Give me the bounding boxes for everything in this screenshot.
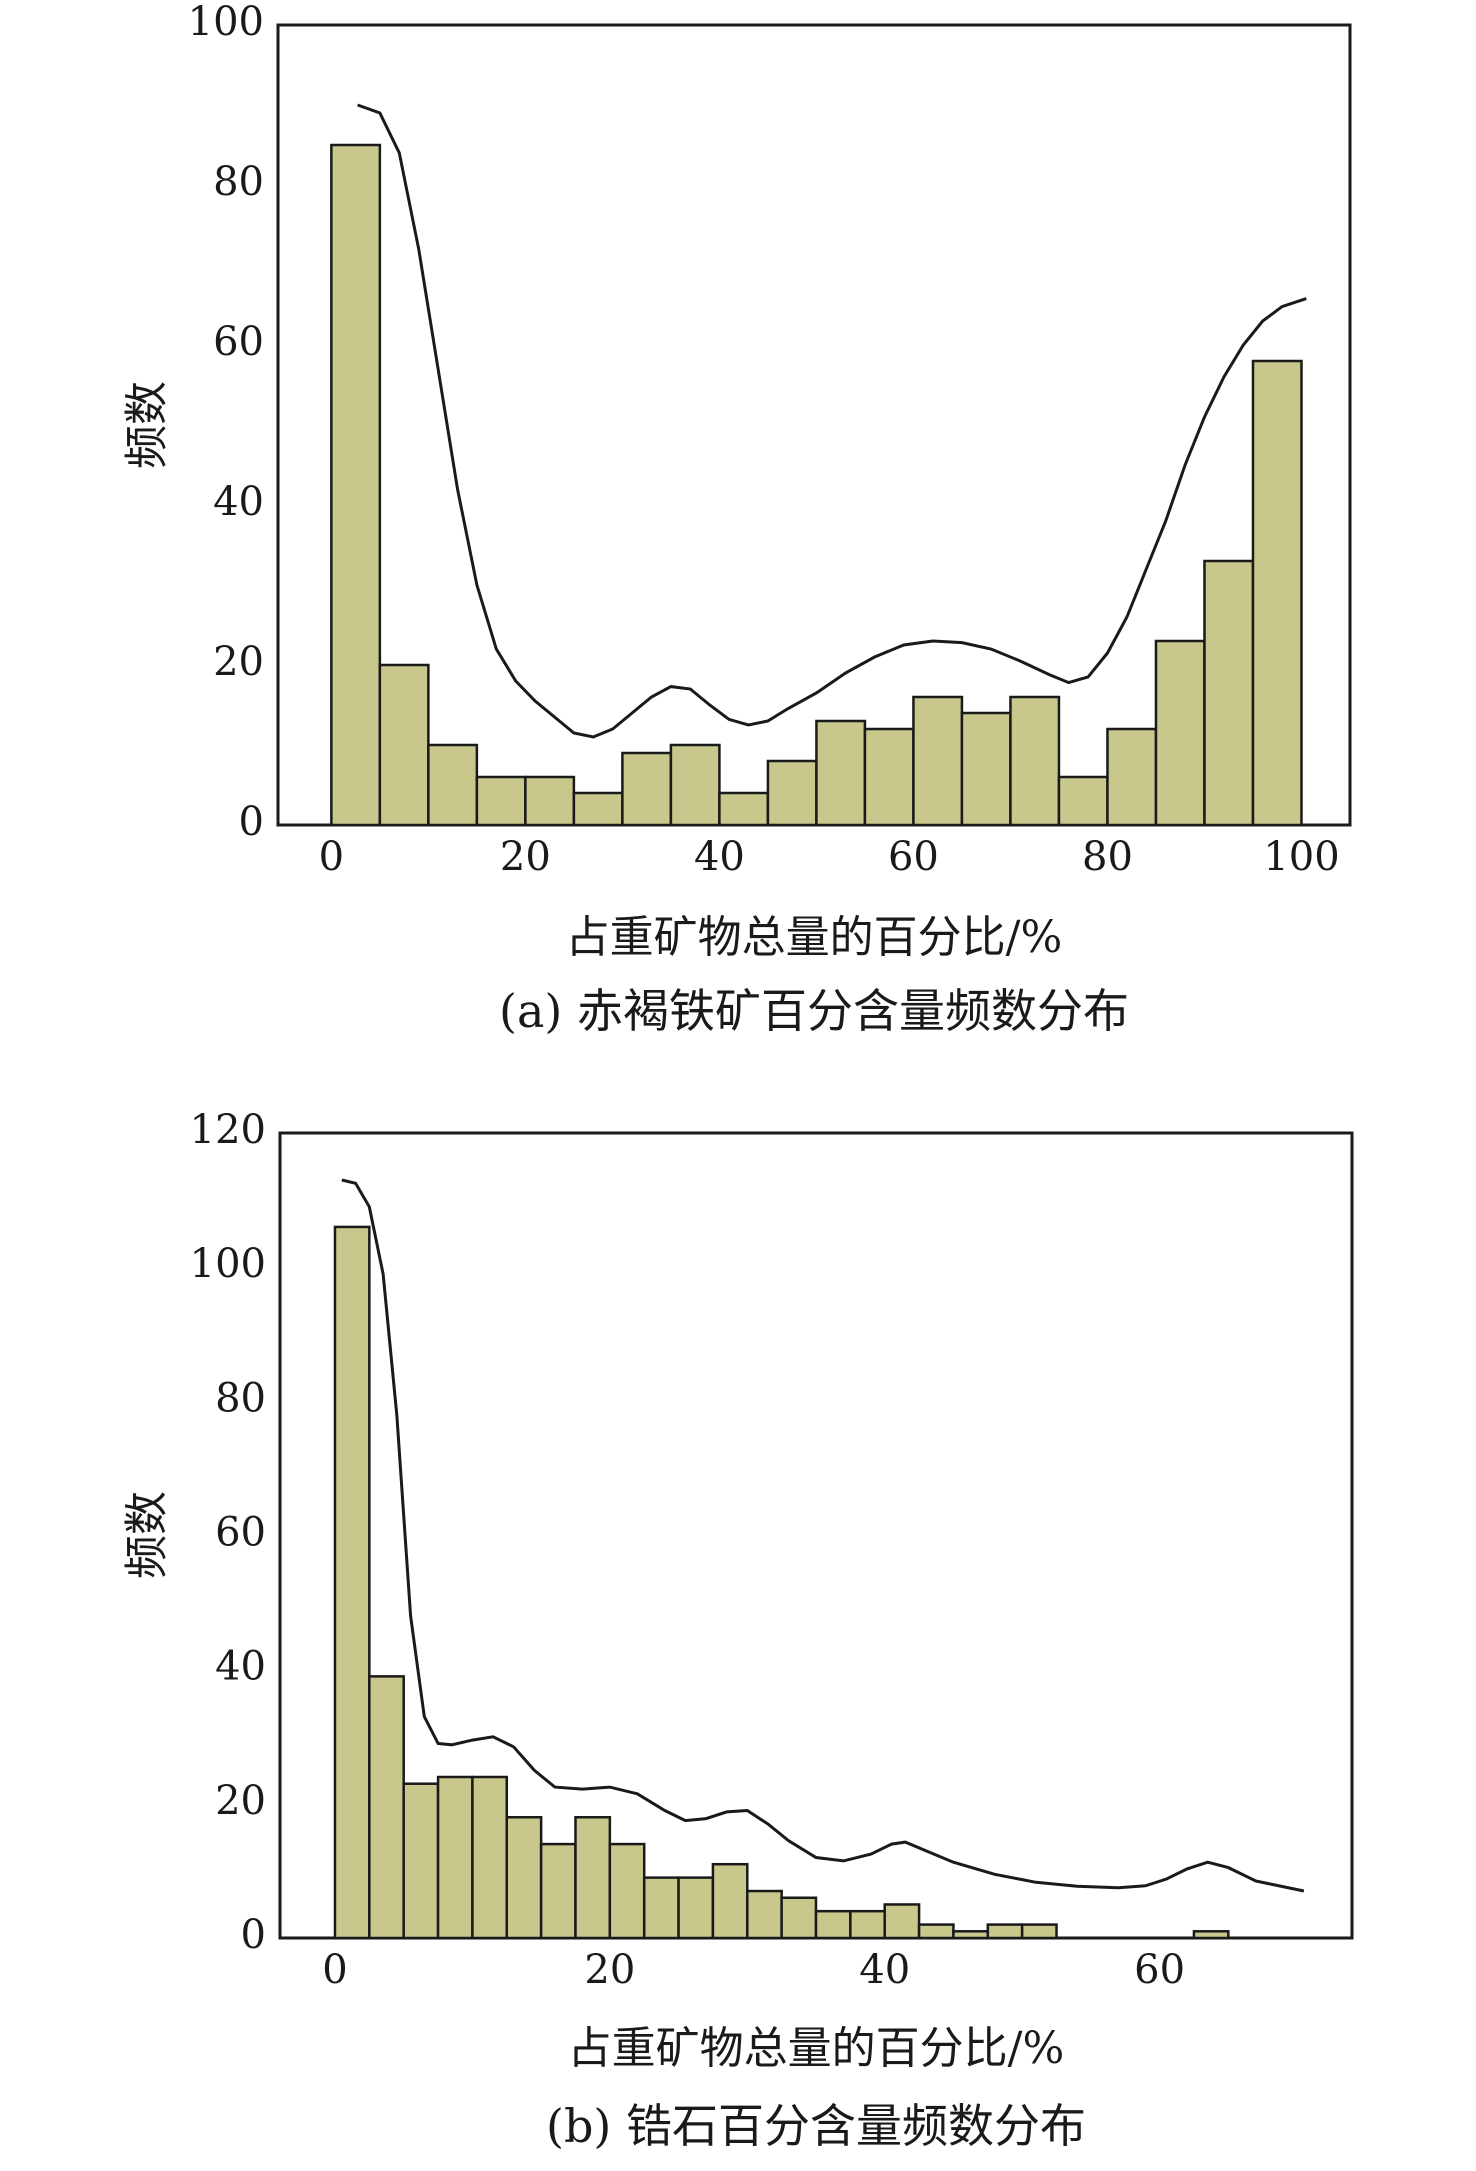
y-axis-label: 频数	[122, 1491, 173, 1579]
panel-caption: (b) 锆石百分含量频数分布	[546, 2099, 1086, 2153]
histogram-bar-10	[815, 719, 867, 827]
x-axis-ticks: 0 20 40 60 80 100	[319, 834, 1340, 880]
x-tick-label: 60	[888, 834, 939, 880]
histogram-bar-11	[863, 727, 915, 827]
histogram-bar-8	[718, 791, 770, 827]
histogram-bar-18	[952, 1930, 990, 1940]
histogram-bar-14	[814, 1909, 852, 1940]
x-tick-label: 100	[1263, 834, 1339, 880]
y-axis-label: 频数	[122, 381, 173, 469]
histogram-bar-1	[368, 1675, 405, 1940]
histogram-bar-15	[1057, 775, 1109, 827]
y-tick-label: 60	[213, 319, 264, 365]
histogram-bar-13	[780, 1896, 818, 1940]
histogram-bar-19	[1251, 359, 1303, 827]
histogram-bar-14	[1009, 695, 1061, 827]
histogram-bar-2	[402, 1782, 440, 1940]
histogram-bar-9	[642, 1876, 680, 1940]
histogram-bar-1	[378, 663, 430, 827]
histogram-bar-4	[524, 775, 576, 827]
histogram-bar-8	[608, 1842, 646, 1940]
y-tick-label: 40	[215, 1644, 266, 1690]
histogram-bar-16	[1106, 727, 1158, 827]
panel-hematite: 0 20 40 60 80 100 0 20 40 60 80 100 频数 占重矿物总量的百分比/…	[122, 0, 1352, 1038]
y-tick-label: 60	[215, 1510, 266, 1556]
x-tick-label: 20	[500, 834, 551, 880]
histogram-bar-21	[1192, 1930, 1230, 1940]
histogram-bar-11	[711, 1862, 749, 1940]
y-tick-label: 100	[190, 1241, 266, 1287]
y-tick-label: 80	[213, 159, 264, 205]
x-tick-label: 60	[1134, 1947, 1185, 1993]
histogram-bar-5	[572, 791, 624, 827]
histogram-bar-0	[333, 1225, 371, 1940]
density-curve	[357, 103, 1307, 739]
histogram-bar-19	[986, 1923, 1024, 1940]
x-tick-label: 40	[694, 834, 745, 880]
x-tick-label: 0	[322, 1947, 347, 1993]
density-curve	[341, 1178, 1305, 1893]
histogram-bar-5	[505, 1816, 543, 1940]
histogram-bar-10	[677, 1876, 715, 1940]
histogram-bar-18	[1203, 559, 1255, 827]
x-tick-label: 20	[584, 1947, 635, 1993]
x-axis-label: 占重矿物总量的百分比/%	[566, 912, 1063, 963]
y-tick-label: 100	[188, 0, 264, 45]
histogram-bars	[330, 143, 1303, 827]
y-tick-label: 80	[215, 1375, 266, 1421]
x-tick-label: 0	[319, 834, 344, 880]
panel-caption: (a) 赤褐铁矿百分含量频数分布	[499, 984, 1129, 1038]
x-tick-label: 80	[1082, 834, 1133, 880]
histogram-bar-12	[746, 1889, 783, 1940]
histogram-bar-15	[849, 1909, 886, 1940]
histogram-bar-13	[960, 711, 1012, 827]
histogram-bar-17	[917, 1923, 955, 1940]
histogram-bar-2	[427, 743, 479, 827]
histogram-bar-7	[669, 743, 721, 827]
y-axis-ticks: 0 20 40 60 80 100 120	[190, 1107, 266, 1958]
histogram-bar-7	[574, 1816, 612, 1940]
histogram-bar-0	[330, 143, 382, 827]
histogram-bar-6	[539, 1842, 577, 1940]
y-tick-label: 20	[215, 1778, 266, 1824]
y-tick-label: 40	[213, 479, 264, 525]
histogram-bar-20	[1020, 1923, 1058, 1940]
histogram-bar-12	[912, 695, 964, 827]
x-axis-label: 占重矿物总量的百分比/%	[568, 2023, 1065, 2074]
histogram-bar-17	[1154, 639, 1206, 827]
histogram-bar-6	[621, 751, 673, 827]
histogram-bars	[333, 1225, 1230, 1940]
y-tick-label: 0	[239, 799, 264, 845]
histogram-bar-4	[471, 1775, 509, 1940]
y-axis-ticks: 0 20 40 60 80 100	[188, 0, 264, 845]
y-tick-label: 20	[213, 639, 264, 685]
y-tick-label: 120	[190, 1107, 266, 1153]
histogram-bar-9	[766, 759, 818, 827]
x-tick-label: 40	[859, 1947, 910, 1993]
histogram-bar-16	[883, 1903, 921, 1940]
histogram-bar-3	[475, 775, 527, 827]
y-tick-label: 0	[241, 1912, 266, 1958]
x-axis-ticks: 0 20 40 60	[322, 1947, 1185, 1993]
histogram-bar-3	[436, 1775, 474, 1940]
